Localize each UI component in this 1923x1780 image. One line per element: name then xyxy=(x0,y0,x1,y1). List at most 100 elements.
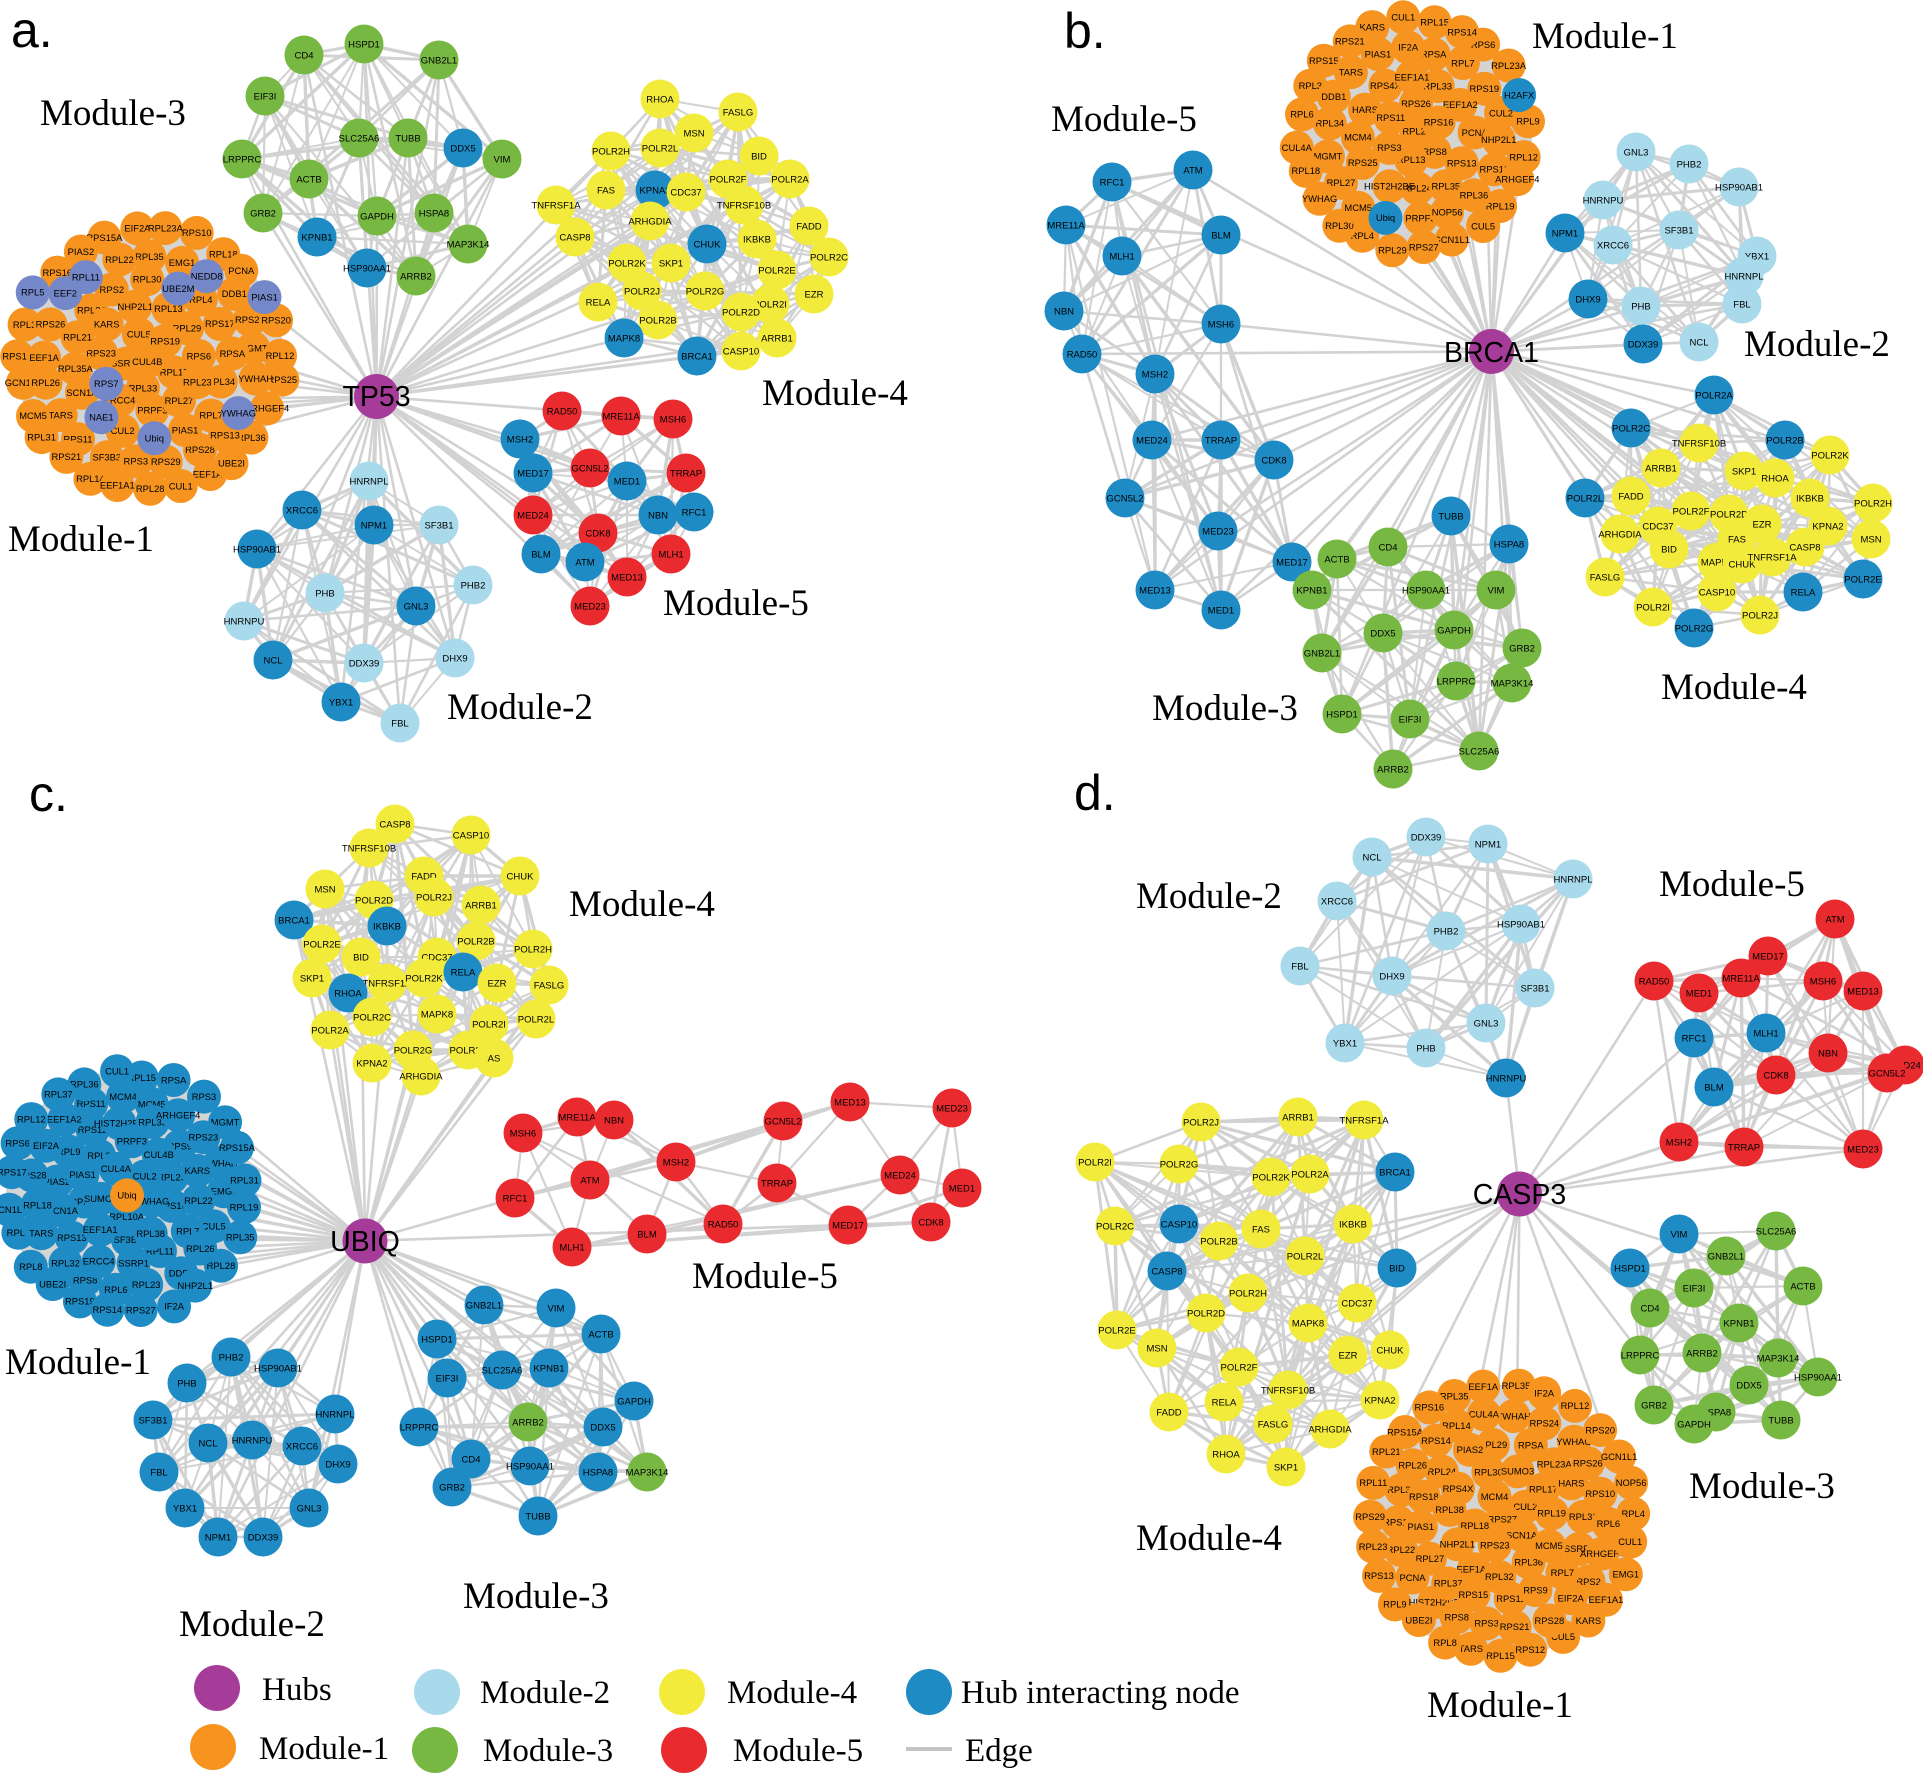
svg-text:Module-3: Module-3 xyxy=(1689,1466,1835,1507)
svg-text:NAE1: NAE1 xyxy=(89,412,114,423)
svg-text:RPL22: RPL22 xyxy=(1387,1544,1416,1555)
svg-text:MSH6: MSH6 xyxy=(1810,976,1836,987)
svg-text:CUL5: CUL5 xyxy=(1471,220,1495,231)
svg-text:RPS27: RPS27 xyxy=(126,1304,156,1315)
svg-text:RFC1: RFC1 xyxy=(682,507,707,518)
svg-text:UBE2I: UBE2I xyxy=(218,457,245,468)
svg-text:MED23: MED23 xyxy=(1847,1144,1879,1155)
svg-text:POLR2A: POLR2A xyxy=(311,1025,349,1036)
svg-text:HNRNPL: HNRNPL xyxy=(315,1409,354,1420)
svg-text:YBX1: YBX1 xyxy=(329,697,353,708)
svg-text:TARS: TARS xyxy=(1339,67,1363,78)
svg-text:PHB: PHB xyxy=(315,588,335,599)
svg-text:FASLG: FASLG xyxy=(1590,572,1621,583)
svg-text:RPL6: RPL6 xyxy=(1597,1518,1620,1529)
svg-text:RPS20: RPS20 xyxy=(1585,1424,1615,1435)
svg-text:MED13: MED13 xyxy=(834,1097,866,1108)
svg-text:Ubiq: Ubiq xyxy=(145,433,164,444)
svg-text:FADD: FADD xyxy=(1618,491,1643,502)
svg-text:KPNB1: KPNB1 xyxy=(533,1363,564,1374)
svg-text:VIM: VIM xyxy=(548,1303,565,1314)
svg-text:XRCC6: XRCC6 xyxy=(1321,896,1353,907)
svg-text:RPL26: RPL26 xyxy=(31,377,60,388)
svg-text:DDX39: DDX39 xyxy=(349,658,380,669)
svg-text:RELA: RELA xyxy=(1212,1397,1237,1408)
svg-text:NHP2L1: NHP2L1 xyxy=(1440,1539,1475,1550)
svg-text:MAP3K14: MAP3K14 xyxy=(1757,1353,1800,1364)
svg-text:NBN: NBN xyxy=(1054,306,1074,317)
svg-text:RPS2: RPS2 xyxy=(100,284,125,295)
svg-text:Module-4: Module-4 xyxy=(569,884,715,925)
svg-text:POLR2J: POLR2J xyxy=(1183,1117,1219,1128)
svg-text:RPL12: RPL12 xyxy=(1509,151,1538,162)
svg-text:ARHGEF4: ARHGEF4 xyxy=(156,1110,200,1121)
svg-text:PHB2: PHB2 xyxy=(1677,159,1702,170)
svg-text:POLR2F: POLR2F xyxy=(710,174,747,185)
svg-text:RPL5: RPL5 xyxy=(21,287,44,298)
svg-text:RPS15A: RPS15A xyxy=(1387,1426,1424,1437)
svg-text:NPM1: NPM1 xyxy=(1475,839,1501,850)
svg-text:SSRP1: SSRP1 xyxy=(118,1258,149,1269)
svg-text:EZR: EZR xyxy=(1339,1350,1358,1361)
svg-text:POLR2L: POLR2L xyxy=(1287,1251,1323,1262)
svg-text:GCN5L2: GCN5L2 xyxy=(572,463,609,474)
svg-text:BLM: BLM xyxy=(531,549,551,560)
svg-text:TARS: TARS xyxy=(29,1227,53,1238)
svg-text:HSP90AA1: HSP90AA1 xyxy=(1402,585,1450,596)
svg-text:BRCA1: BRCA1 xyxy=(278,915,310,926)
svg-text:HSPD1: HSPD1 xyxy=(348,39,380,50)
svg-text:DDX39: DDX39 xyxy=(1411,832,1442,843)
svg-text:ARRB1: ARRB1 xyxy=(465,900,497,911)
svg-text:HARS: HARS xyxy=(1558,1478,1584,1489)
svg-text:TNFRSF10B: TNFRSF10B xyxy=(717,200,771,211)
svg-text:MED24: MED24 xyxy=(517,510,549,521)
svg-text:EEF1A: EEF1A xyxy=(1468,1381,1498,1392)
svg-text:UBE2I: UBE2I xyxy=(1405,1614,1432,1625)
svg-text:XRCC6: XRCC6 xyxy=(286,505,318,516)
svg-text:RPL35: RPL35 xyxy=(226,1232,255,1243)
svg-text:d.: d. xyxy=(1074,765,1116,821)
svg-text:RPS18: RPS18 xyxy=(1409,1491,1439,1502)
svg-text:MSH2: MSH2 xyxy=(663,1157,689,1168)
svg-text:NOP56: NOP56 xyxy=(1616,1477,1647,1488)
svg-text:MCM5: MCM5 xyxy=(1344,202,1372,213)
svg-text:GNB2L1: GNB2L1 xyxy=(421,55,457,66)
svg-text:RAD50: RAD50 xyxy=(1639,976,1670,987)
svg-text:Module-1: Module-1 xyxy=(259,1731,389,1767)
svg-text:BLM: BLM xyxy=(637,1229,657,1240)
svg-text:RPL6: RPL6 xyxy=(104,1284,127,1295)
svg-text:SKP1: SKP1 xyxy=(1732,466,1756,477)
svg-text:SUMO3: SUMO3 xyxy=(1501,1466,1534,1477)
svg-text:POLR2L: POLR2L xyxy=(1567,493,1603,504)
svg-text:MED1: MED1 xyxy=(614,476,640,487)
svg-text:GRB2: GRB2 xyxy=(439,1482,465,1493)
svg-text:NHP2L1: NHP2L1 xyxy=(1481,134,1516,145)
svg-text:RHOA: RHOA xyxy=(646,94,674,105)
svg-text:BID: BID xyxy=(1389,1263,1405,1274)
svg-text:POLR2H: POLR2H xyxy=(1229,1288,1267,1299)
svg-text:RHOA: RHOA xyxy=(1761,473,1789,484)
svg-text:POLR2K: POLR2K xyxy=(405,973,443,984)
svg-text:RPL35: RPL35 xyxy=(135,251,164,262)
svg-text:RHOA: RHOA xyxy=(1212,1449,1240,1460)
svg-text:POLR2G: POLR2G xyxy=(394,1045,433,1056)
svg-text:PRPF3: PRPF3 xyxy=(117,1136,147,1147)
svg-text:CUL5: CUL5 xyxy=(202,1221,226,1232)
svg-text:PCNA: PCNA xyxy=(1399,1572,1426,1583)
svg-text:EEF1A1: EEF1A1 xyxy=(1394,71,1429,82)
svg-text:Module-4: Module-4 xyxy=(762,373,908,414)
svg-text:HARS: HARS xyxy=(1352,104,1378,115)
svg-text:TUBB: TUBB xyxy=(1438,511,1463,522)
svg-text:POLR2E: POLR2E xyxy=(303,939,341,950)
svg-text:POLR2E: POLR2E xyxy=(1098,1325,1136,1336)
svg-text:TNFRSF1A: TNFRSF1A xyxy=(531,200,581,211)
svg-text:RPL21: RPL21 xyxy=(1372,1446,1401,1457)
svg-text:VIM: VIM xyxy=(1671,1229,1688,1240)
svg-text:RPL19: RPL19 xyxy=(230,1202,259,1213)
svg-text:AS: AS xyxy=(488,1053,501,1064)
svg-text:Module-4: Module-4 xyxy=(1136,1518,1282,1559)
svg-text:MED13: MED13 xyxy=(1847,986,1879,997)
svg-text:FASLG: FASLG xyxy=(1258,1419,1289,1430)
svg-text:IKBKB: IKBKB xyxy=(373,921,401,932)
svg-text:POLR2F: POLR2F xyxy=(1221,1362,1258,1373)
